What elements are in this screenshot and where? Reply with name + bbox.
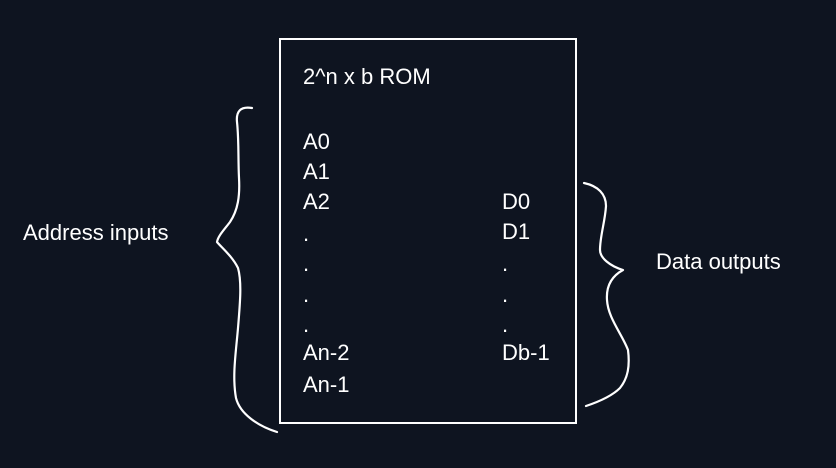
rom-block xyxy=(279,38,577,424)
address-line-a0: A0 xyxy=(303,129,330,154)
data-line-ellipsis: . xyxy=(502,251,509,276)
address-line-a1: A1 xyxy=(303,159,330,184)
data-line-db-1: Db-1 xyxy=(502,340,550,365)
data-outputs-label: Data outputs xyxy=(656,249,781,274)
data-line-d0: D0 xyxy=(502,189,531,214)
data-brace-icon xyxy=(582,181,630,408)
address-inputs-label: Address inputs xyxy=(23,220,169,245)
address-line-ellipsis: . xyxy=(303,251,310,276)
data-line-ellipsis: . xyxy=(502,312,509,337)
address-line-ellipsis: . xyxy=(303,221,310,246)
address-line-ellipsis: . xyxy=(303,282,310,307)
address-line-ellipsis: . xyxy=(303,312,310,337)
address-line-an-2: An-2 xyxy=(303,340,350,365)
address-line-an-1: An-1 xyxy=(303,372,350,397)
data-line-ellipsis: . xyxy=(502,282,509,307)
address-brace-icon xyxy=(215,106,279,434)
address-line-a2: A2 xyxy=(303,189,330,214)
data-line-d1: D1 xyxy=(502,219,531,244)
rom-title: 2^n x b ROM xyxy=(303,64,431,89)
